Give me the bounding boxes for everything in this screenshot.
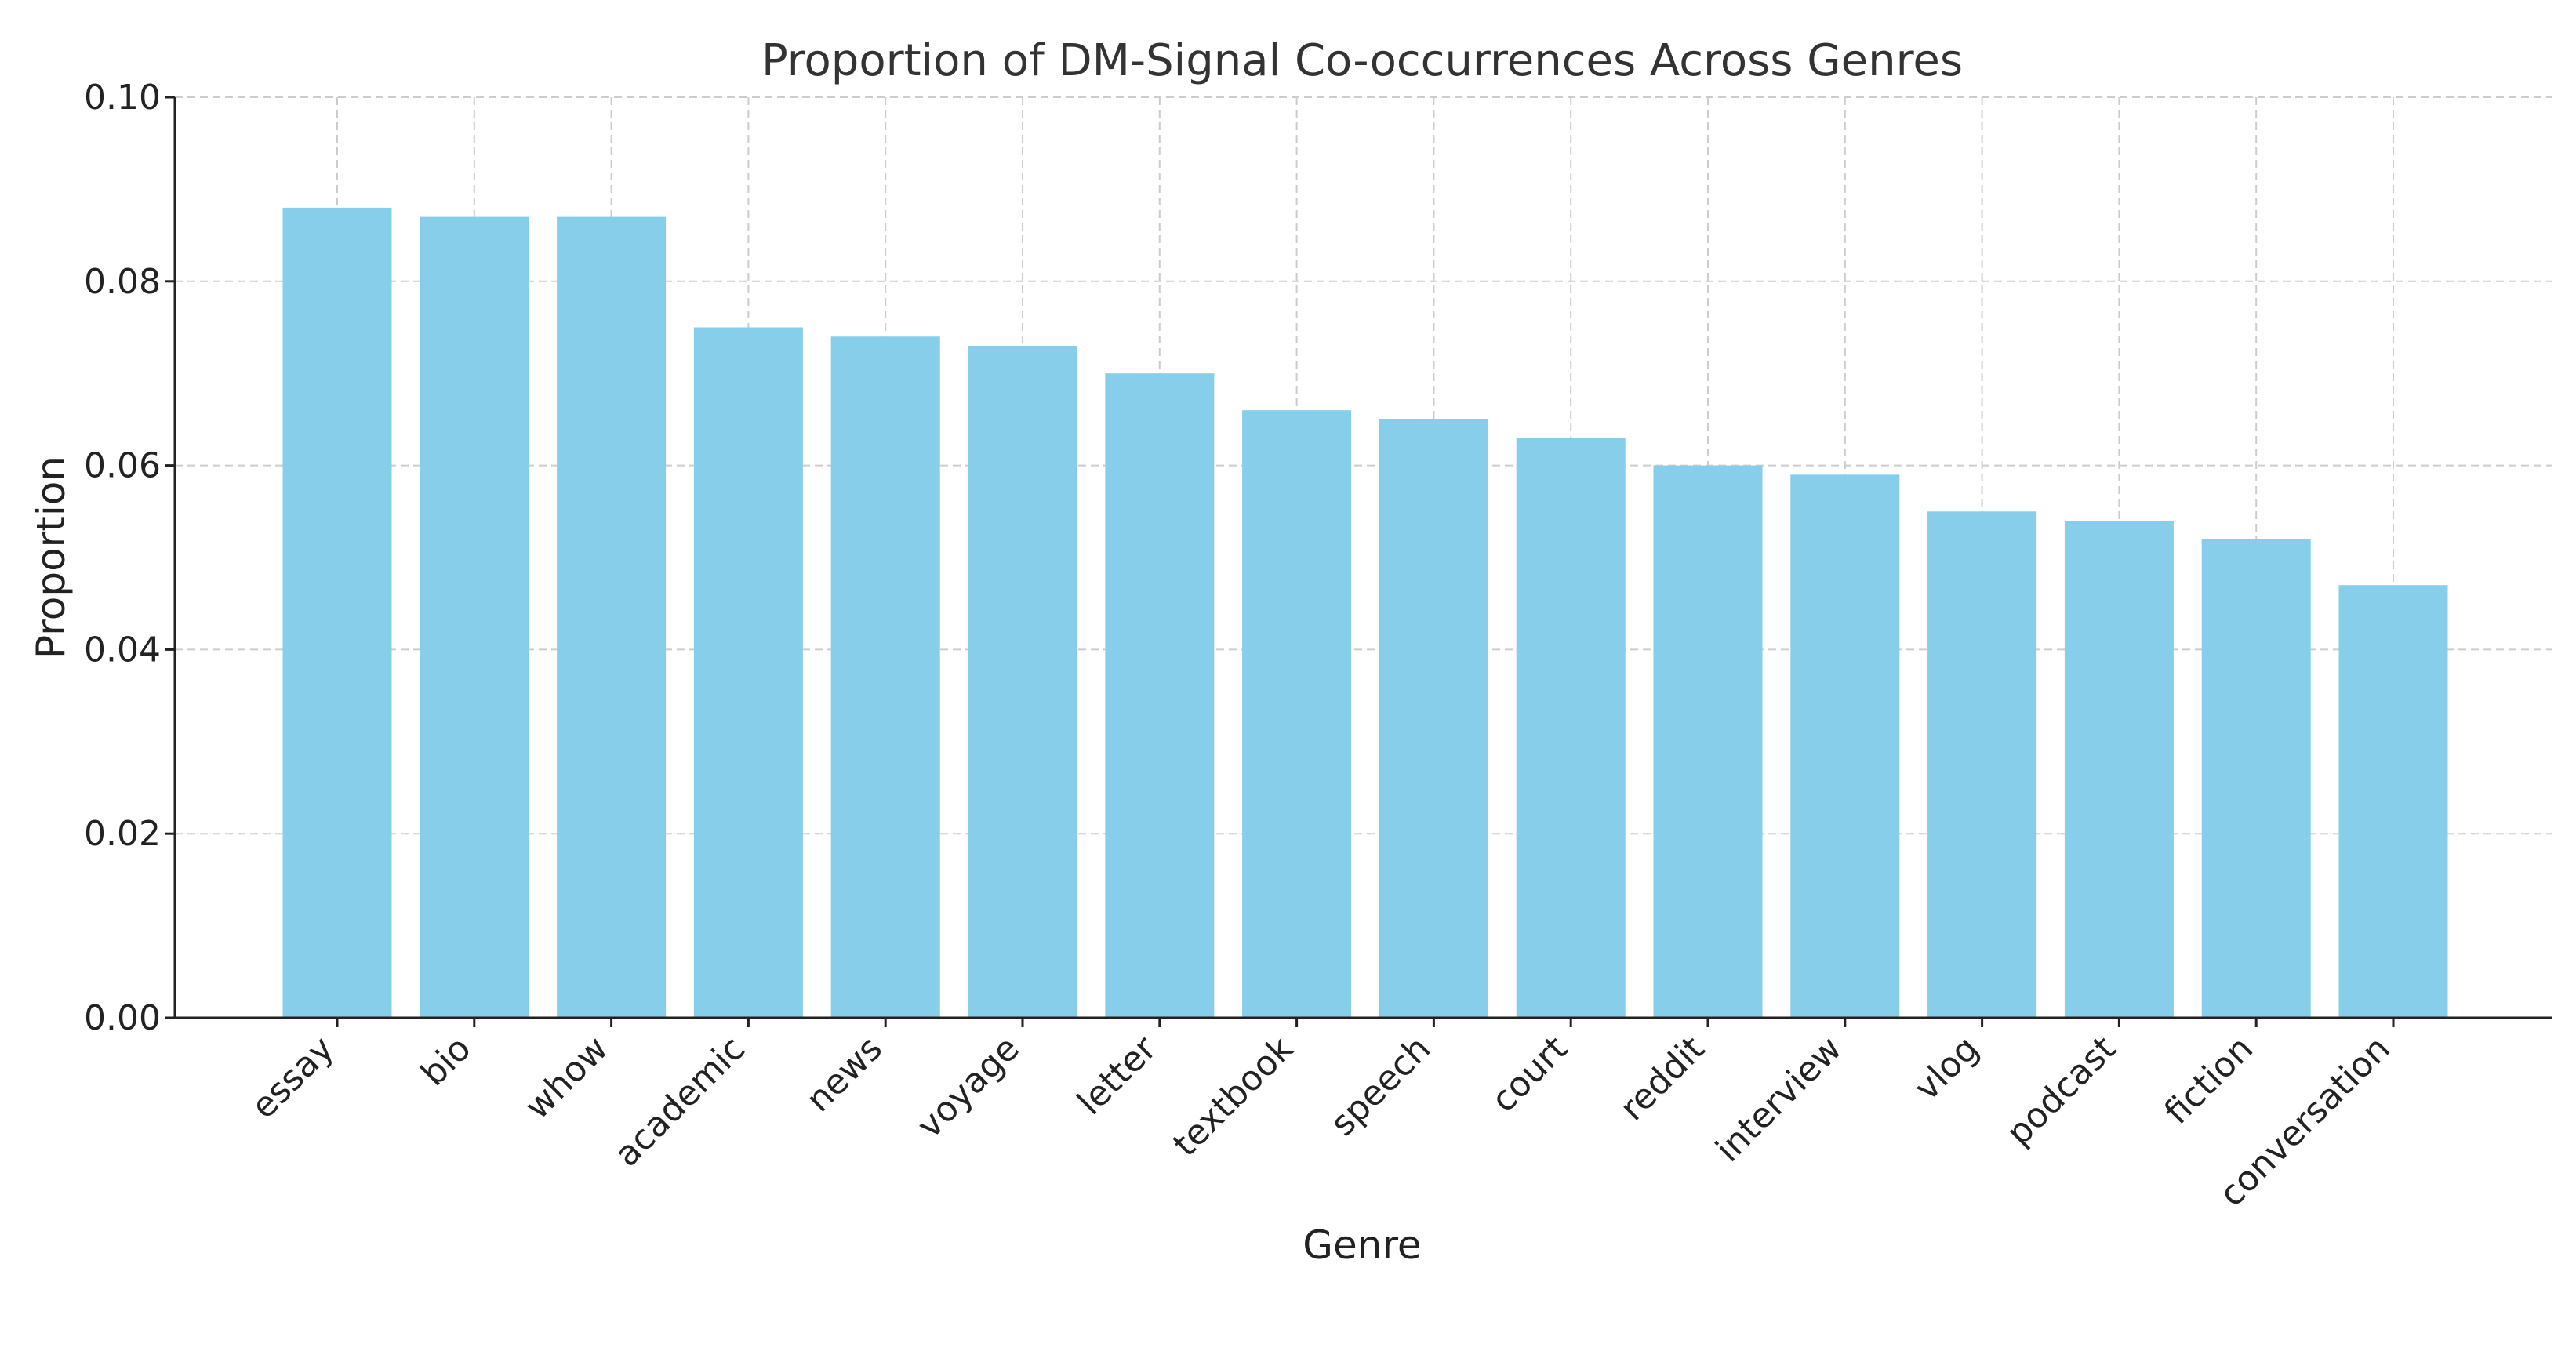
- bar-court: [1516, 438, 1626, 1018]
- x-axis-label: Genre: [1303, 1222, 1421, 1268]
- bar-voyage: [968, 345, 1077, 1019]
- bar-fiction: [2201, 539, 2311, 1018]
- x-tick-label: whow: [518, 1029, 616, 1128]
- y-tick-label: 0.02: [84, 814, 161, 854]
- y-tick-label: 0.10: [84, 78, 161, 118]
- x-tick-label: news: [798, 1029, 890, 1120]
- y-ticks: 0.00 0.02 0.04 0.06 0.08 0.10: [84, 78, 175, 1038]
- bar-whow: [557, 216, 667, 1018]
- bar-interview: [1790, 474, 1900, 1018]
- bar-letter: [1105, 373, 1215, 1018]
- x-tick-label: essay: [244, 1029, 342, 1127]
- x-tick-label: textbook: [1165, 1028, 1302, 1164]
- chart-title: Proportion of DM-Signal Co-occurrences A…: [761, 35, 1963, 86]
- x-tick-label: interview: [1708, 1029, 1849, 1170]
- grid: [175, 96, 2552, 1019]
- bars: [282, 207, 2448, 1019]
- y-tick-label: 0.04: [84, 630, 161, 670]
- x-tick-label: voyage: [910, 1029, 1027, 1146]
- bar-news: [830, 336, 940, 1018]
- y-tick-label: 0.08: [84, 262, 161, 302]
- bar-bio: [420, 216, 529, 1018]
- x-tick-label: academic: [607, 1029, 753, 1175]
- x-tick-label: court: [1484, 1029, 1575, 1120]
- bar-vlog: [1927, 511, 2037, 1018]
- y-tick-label: 0.00: [84, 998, 161, 1038]
- y-tick-label: 0.06: [84, 446, 161, 486]
- x-tick-label: podcast: [1999, 1029, 2124, 1153]
- x-tick-label: speech: [1323, 1029, 1438, 1144]
- bar-academic: [693, 327, 803, 1018]
- bar-conversation: [2338, 585, 2448, 1018]
- x-tick-label: letter: [1070, 1028, 1164, 1123]
- x-tick-label: vlog: [1906, 1029, 1986, 1109]
- bar-reddit: [1653, 465, 1763, 1018]
- axes: [173, 97, 2552, 1019]
- y-axis-label: Proportion: [28, 456, 74, 659]
- bar-textbook: [1242, 410, 1352, 1018]
- bar-podcast: [2064, 521, 2174, 1018]
- bar-speech: [1379, 419, 1488, 1018]
- x-tick-label: bio: [413, 1029, 478, 1094]
- x-tick-label: reddit: [1612, 1029, 1713, 1129]
- x-tick-label: fiction: [2157, 1029, 2261, 1132]
- bar-essay: [282, 207, 392, 1018]
